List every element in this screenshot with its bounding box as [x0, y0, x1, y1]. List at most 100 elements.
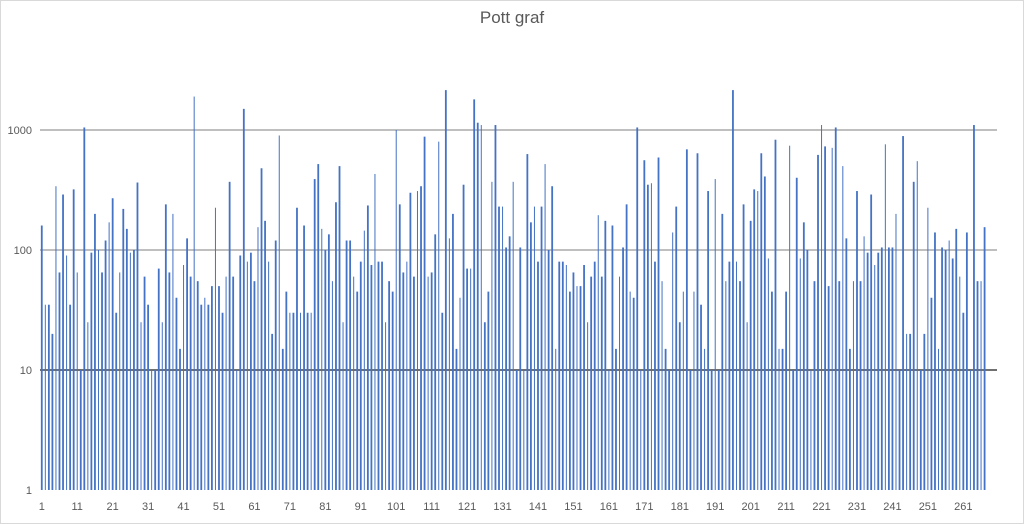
- x-tick-label: 71: [284, 501, 296, 513]
- bar: [168, 272, 171, 490]
- bar: [661, 281, 663, 490]
- bar: [459, 297, 461, 490]
- x-tick-label: 51: [213, 501, 225, 513]
- bar: [164, 204, 167, 490]
- bar: [760, 153, 763, 490]
- bar: [143, 276, 146, 490]
- bar: [300, 312, 302, 490]
- bar: [427, 276, 429, 490]
- x-tick-label: 141: [529, 501, 547, 513]
- bar: [257, 227, 259, 490]
- bar: [420, 186, 422, 490]
- bar: [119, 272, 121, 490]
- bar: [289, 312, 291, 490]
- bar: [260, 168, 263, 490]
- bar: [530, 222, 532, 490]
- x-tick-label: 221: [812, 501, 830, 513]
- x-tick-label: 91: [355, 501, 367, 513]
- bar: [151, 370, 153, 490]
- bar: [79, 370, 82, 490]
- bar: [498, 206, 500, 490]
- x-tick-label: 121: [458, 501, 476, 513]
- bar: [502, 206, 504, 490]
- bar: [611, 225, 614, 490]
- bar: [608, 370, 610, 490]
- bar: [278, 135, 280, 491]
- bar: [253, 281, 256, 490]
- bar: [884, 144, 886, 491]
- bars: [40, 90, 986, 491]
- bar: [232, 276, 235, 490]
- bar: [930, 297, 933, 490]
- bar: [625, 204, 628, 490]
- bar: [664, 348, 667, 490]
- bar: [200, 304, 203, 490]
- bar: [852, 281, 854, 490]
- bar: [444, 90, 447, 491]
- x-tick-label: 151: [564, 501, 582, 513]
- bar: [675, 206, 678, 490]
- bar: [728, 261, 731, 490]
- bar: [370, 264, 373, 490]
- bar: [927, 207, 929, 491]
- y-tick-label: 100: [14, 245, 32, 257]
- bar: [555, 348, 557, 490]
- bar: [813, 281, 816, 490]
- bar: [597, 215, 599, 490]
- bar: [565, 264, 567, 490]
- bar: [179, 348, 181, 490]
- bar: [438, 141, 440, 490]
- bar: [285, 291, 288, 490]
- bar: [87, 322, 89, 490]
- bar: [685, 149, 688, 490]
- bar: [147, 304, 150, 490]
- bar: [710, 370, 713, 490]
- bar: [345, 240, 348, 490]
- bar: [774, 139, 777, 490]
- bar: [317, 164, 320, 490]
- bar: [827, 286, 830, 490]
- bar: [980, 281, 982, 490]
- bar: [944, 250, 947, 490]
- y-tick-label: 1: [26, 485, 32, 497]
- bar: [700, 304, 702, 490]
- y-axis-labels: 1 10 100 1000: [8, 125, 32, 497]
- bar: [877, 252, 880, 490]
- bar: [895, 213, 897, 490]
- gridlines: [40, 129, 997, 371]
- x-tick-label: 111: [423, 501, 440, 513]
- bar: [125, 228, 128, 490]
- bar: [824, 146, 826, 490]
- bar: [402, 272, 405, 490]
- bar: [47, 304, 50, 490]
- bar: [672, 232, 674, 490]
- bar: [211, 286, 213, 490]
- bar: [413, 276, 415, 490]
- bar: [689, 370, 692, 490]
- bar: [406, 261, 408, 490]
- bar: [587, 322, 589, 490]
- bar: [640, 370, 642, 490]
- bar: [157, 268, 160, 490]
- bar: [600, 276, 603, 490]
- bar: [668, 370, 671, 490]
- bar: [919, 370, 922, 490]
- x-tick-label: 201: [741, 501, 759, 513]
- bar: [473, 99, 476, 491]
- bar: [310, 312, 312, 490]
- bar: [324, 250, 327, 490]
- bar: [186, 238, 188, 490]
- bar: [58, 272, 61, 490]
- bar: [912, 181, 915, 490]
- chart-title: Pott graf: [479, 8, 545, 27]
- bar: [682, 291, 684, 490]
- bar: [321, 228, 323, 490]
- x-axis-labels: 1 11 21 31 41 51 61 71 81 91 101 111 121 131 141 151 161…: [39, 501, 973, 513]
- x-tick-label: 211: [777, 501, 795, 513]
- bar: [725, 281, 727, 490]
- x-tick-label: 61: [248, 501, 260, 513]
- bar: [909, 333, 912, 490]
- bar: [523, 370, 525, 490]
- bar: [568, 291, 571, 490]
- bar: [821, 125, 823, 490]
